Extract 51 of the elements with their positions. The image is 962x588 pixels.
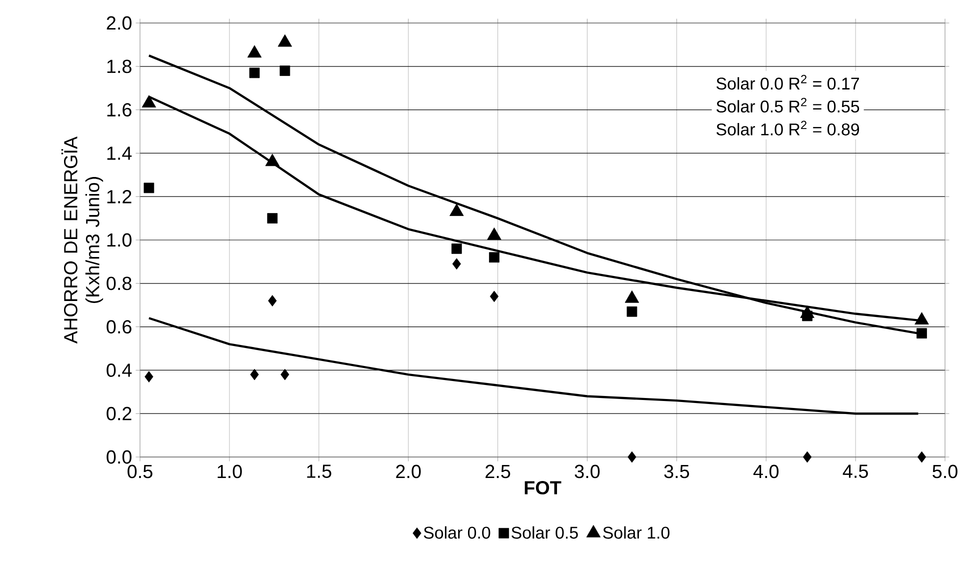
y-tick-label: 0.2	[106, 406, 132, 420]
point	[451, 243, 462, 254]
line-series	[148, 317, 920, 415]
annotation: Solar 1.0 R$^{2}$ = 0.89	[716, 120, 860, 136]
point	[280, 368, 290, 380]
y-tick-label: 0.0	[106, 450, 132, 464]
y-axis-title: AHORRO DE ENERGÏA (Kxh/m3 Junio)	[61, 136, 104, 344]
x-tick-label: 3.0	[574, 464, 600, 478]
x-tick-label: 5.0	[932, 464, 958, 478]
y-tick-label: 0.6	[106, 320, 132, 334]
annotation: Solar 0.5 R$^{2}$ = 0.55	[716, 98, 860, 113]
x-tick-label: 2.5	[486, 464, 510, 478]
y-tick-label: 0.8	[106, 276, 132, 290]
y-tick-label: 1.6	[107, 103, 132, 116]
point	[247, 45, 262, 58]
point	[626, 306, 638, 317]
point	[280, 66, 290, 76]
point	[489, 252, 500, 263]
x-axis-title: FOT	[524, 481, 562, 494]
x-tick-label: 0.5	[128, 464, 152, 478]
legend-label: Solar 0.5	[512, 526, 578, 539]
y-tick-label: 1.2	[107, 190, 132, 204]
x-tick-label: 4.5	[842, 464, 868, 478]
point	[628, 451, 636, 463]
x-tick-label: 1.0	[218, 464, 242, 478]
point	[916, 328, 927, 338]
point	[268, 295, 277, 306]
x-tick-label: 4.0	[753, 464, 779, 478]
point	[267, 213, 278, 224]
annotation: Solar 0.0 R$^{2}$ = 0.17	[716, 74, 859, 90]
point	[452, 258, 461, 270]
x-tick-label: 1.5	[307, 464, 332, 478]
y-tick-label: 1.8	[107, 60, 132, 74]
point	[490, 290, 499, 302]
point	[249, 68, 260, 78]
y-tick-label: 0.4	[106, 363, 132, 377]
legend-label: Solar 0.0	[424, 526, 490, 539]
y-tick-label: 1.0	[107, 233, 132, 247]
point	[265, 154, 280, 166]
x-tick-label: 3.5	[664, 464, 690, 478]
x-tick-label: 2.0	[396, 464, 421, 478]
point	[250, 368, 259, 380]
point	[144, 182, 154, 194]
legend-label: Solar 1.0	[603, 526, 670, 539]
point	[142, 95, 156, 108]
point	[802, 451, 812, 463]
y-tick-label: 2.0	[106, 16, 132, 30]
y-tick-label: 1.4	[107, 146, 132, 160]
point	[917, 451, 926, 463]
point	[278, 34, 292, 47]
point	[144, 371, 154, 382]
